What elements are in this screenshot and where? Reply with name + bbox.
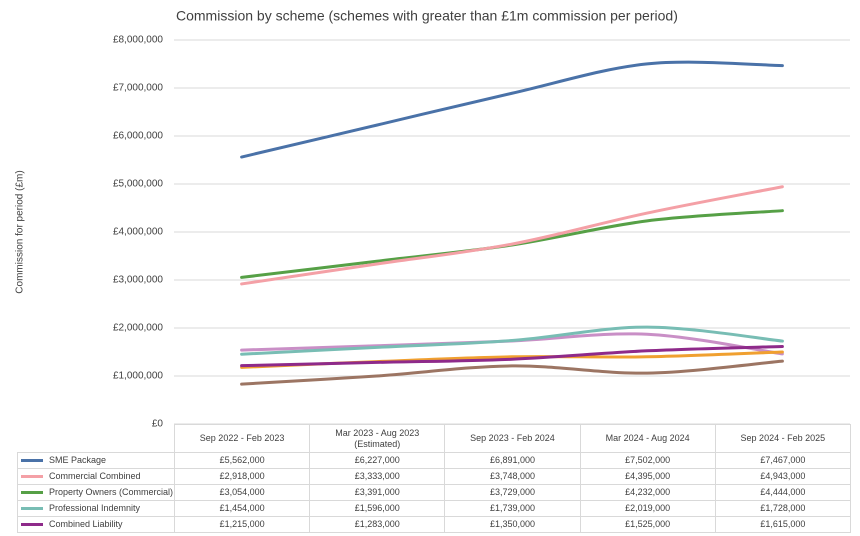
value-cell: £6,891,000 xyxy=(444,452,581,469)
value-cell: £2,918,000 xyxy=(173,468,311,485)
x-tick-label: Sep 2023 - Feb 2024 xyxy=(444,424,581,453)
chart-title: Commission by scheme (schemes with great… xyxy=(176,8,678,24)
legend-key xyxy=(21,459,43,463)
value-cell: £2,019,000 xyxy=(579,500,716,517)
value-cell: £4,444,000 xyxy=(714,484,851,501)
value-cell: £7,467,000 xyxy=(714,452,851,469)
value-cell: £4,943,000 xyxy=(714,468,851,485)
x-tick-label: Sep 2022 - Feb 2023 xyxy=(173,424,311,453)
y-tick-label: £8,000,000 xyxy=(113,35,163,46)
legend-entry: Property Owners (Commercial) xyxy=(17,484,175,501)
y-tick-label: £4,000,000 xyxy=(113,227,163,238)
value-cell: £3,054,000 xyxy=(173,484,311,501)
value-cell: £1,525,000 xyxy=(579,516,716,533)
value-cell: £3,729,000 xyxy=(444,484,581,501)
value-cell: £3,748,000 xyxy=(444,468,581,485)
value-cell: £3,333,000 xyxy=(309,468,446,485)
y-tick-label: £1,000,000 xyxy=(113,371,163,382)
x-tick-label: Mar 2024 - Aug 2024 xyxy=(579,424,716,453)
legend-entry: Professional Indemnity xyxy=(17,500,175,517)
series-line xyxy=(240,325,784,356)
series-line xyxy=(240,185,784,286)
data-table: Sep 2022 - Feb 2023 Mar 2023 - Aug 2023 (… xyxy=(17,424,851,533)
legend-entry: Combined Liability xyxy=(17,516,175,533)
y-axis-title: Commission for period (£m) xyxy=(15,170,26,293)
value-cell: £1,215,000 xyxy=(173,516,311,533)
y-tick-label: £5,000,000 xyxy=(113,179,163,190)
table-row: SME Package £5,562,000 £6,227,000 £6,891,00… xyxy=(17,452,851,469)
blank-cell xyxy=(17,424,175,453)
legend-label: SME Package xyxy=(49,455,107,465)
value-cell: £1,739,000 xyxy=(444,500,581,517)
y-tick-label: £3,000,000 xyxy=(113,275,163,286)
value-cell: £5,562,000 xyxy=(173,452,311,469)
legend-entry: Commercial Combined xyxy=(17,468,175,485)
table-row: Combined Liability £1,215,000 £1,283,000 £1… xyxy=(17,516,851,533)
legend-key xyxy=(21,507,43,511)
value-cell: £4,395,000 xyxy=(579,468,716,485)
table-row: Professional Indemnity £1,454,000 £1,596,0… xyxy=(17,500,851,517)
value-cell: £1,454,000 xyxy=(173,500,311,517)
value-cell: £7,502,000 xyxy=(579,452,716,469)
x-tick-label: Mar 2023 - Aug 2023 (Estimated) xyxy=(309,424,446,453)
y-tick-label: £2,000,000 xyxy=(113,323,163,334)
value-cell: £1,283,000 xyxy=(309,516,446,533)
table-row: Property Owners (Commercial) £3,054,000 £3… xyxy=(17,484,851,501)
y-tick-label: £7,000,000 xyxy=(113,83,163,94)
series-line xyxy=(240,344,784,368)
y-tick-label: £0 xyxy=(152,419,164,430)
table-row: Commercial Combined £2,918,000 £3,333,000 £… xyxy=(17,468,851,485)
x-tick-label: Sep 2024 - Feb 2025 xyxy=(714,424,851,453)
legend-label: Property Owners (Commercial) xyxy=(49,487,174,497)
legend-label: Commercial Combined xyxy=(49,471,141,481)
series-line xyxy=(240,359,784,386)
legend-key xyxy=(21,491,43,495)
legend-entry: SME Package xyxy=(17,452,175,469)
series-line xyxy=(240,60,784,159)
value-cell: £4,232,000 xyxy=(579,484,716,501)
legend-key xyxy=(21,475,43,479)
value-cell: £1,350,000 xyxy=(444,516,581,533)
header-row: Sep 2022 - Feb 2023 Mar 2023 - Aug 2023 (… xyxy=(17,424,851,453)
legend-label: Professional Indemnity xyxy=(49,503,141,513)
legend-label: Combined Liability xyxy=(49,519,123,529)
y-tick-label: £6,000,000 xyxy=(113,131,163,142)
value-cell: £1,615,000 xyxy=(714,516,851,533)
value-cell: £3,391,000 xyxy=(309,484,446,501)
legend-key xyxy=(21,523,43,527)
value-cell: £1,728,000 xyxy=(714,500,851,517)
value-cell: £1,596,000 xyxy=(309,500,446,517)
value-cell: £6,227,000 xyxy=(309,452,446,469)
